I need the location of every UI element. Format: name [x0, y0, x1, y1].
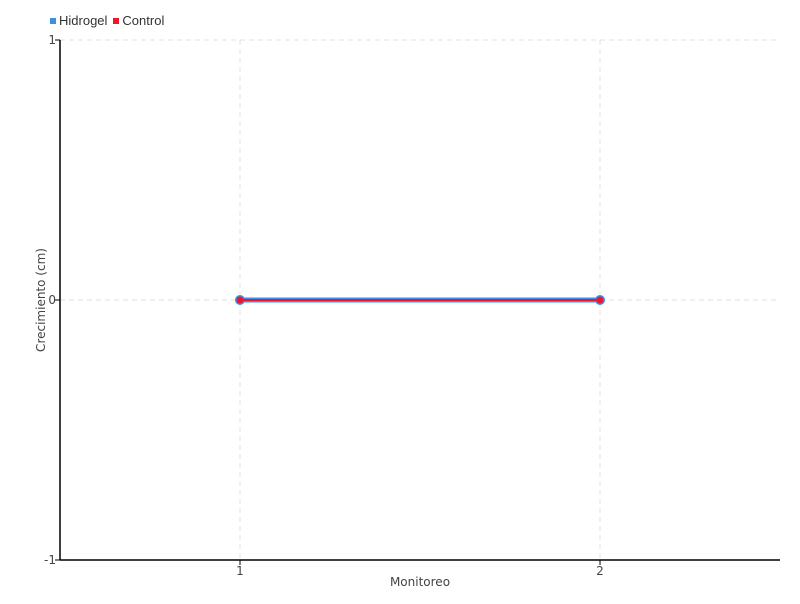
y-tick-label: 1: [48, 33, 56, 47]
y-tick-label: -1: [44, 553, 56, 567]
y-axis-label: Crecimiento (cm): [34, 248, 48, 352]
legend-item-control[interactable]: Control: [113, 13, 164, 28]
series: [235, 295, 605, 305]
legend-swatch: [50, 17, 56, 24]
x-axis-label: Monitoreo: [390, 575, 450, 589]
axes: -1 0 1 1 2: [44, 33, 780, 578]
x-tick-label: 1: [236, 564, 244, 578]
legend-label: Control: [122, 13, 165, 28]
legend-item-hidrogel[interactable]: Hidrogel: [50, 13, 107, 28]
y-tick-label: 0: [48, 293, 56, 307]
legend-swatch: [113, 17, 120, 24]
data-point-control: [596, 296, 604, 304]
legend: Hidrogel Control: [50, 13, 164, 28]
legend-label: Hidrogel: [59, 13, 108, 28]
data-point-control: [236, 296, 244, 304]
x-tick-label: 2: [596, 564, 604, 578]
